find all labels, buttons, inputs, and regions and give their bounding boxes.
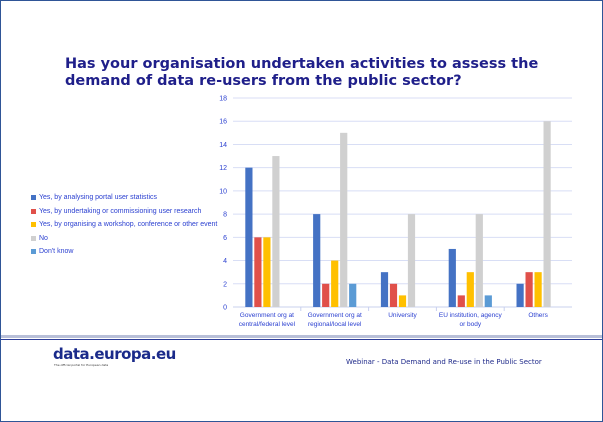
divider bbox=[1, 339, 602, 340]
category-label: Government org at bbox=[240, 312, 294, 319]
bar-2-3 bbox=[407, 214, 416, 307]
logo-tagline: The official portal for European data bbox=[54, 363, 109, 367]
bar-2-0 bbox=[380, 272, 389, 307]
bar-0-1 bbox=[254, 237, 262, 307]
category-label: regional/local level bbox=[308, 321, 362, 328]
legend-swatch bbox=[31, 195, 36, 201]
legend-label: Yes, by analysing portal user statistics bbox=[39, 194, 158, 202]
bar-1-3 bbox=[340, 132, 348, 307]
category-label: central/federal level bbox=[239, 321, 296, 328]
y-tick-label: 12 bbox=[219, 165, 227, 172]
y-tick-label: 4 bbox=[223, 258, 227, 265]
category-label: EU institution, agency bbox=[439, 312, 503, 319]
category-label: Government org at bbox=[308, 312, 362, 319]
y-tick-label: 16 bbox=[219, 119, 227, 126]
y-tick-label: 0 bbox=[223, 305, 227, 312]
bar-0-2 bbox=[263, 237, 271, 307]
bar-1-2 bbox=[331, 260, 339, 307]
bar-4-1 bbox=[525, 272, 533, 307]
y-tick-label: 2 bbox=[223, 281, 227, 288]
bar-4-3 bbox=[543, 121, 551, 307]
legend-label: Yes, by undertaking or commissioning use… bbox=[39, 207, 202, 215]
legend-swatch bbox=[31, 249, 36, 255]
y-tick-label: 6 bbox=[223, 235, 227, 242]
legend-item: Don't know bbox=[31, 245, 217, 259]
legend-label: Don't know bbox=[39, 248, 74, 256]
category-label: Others bbox=[528, 312, 548, 319]
legend-swatch bbox=[31, 235, 36, 241]
category-label: University bbox=[388, 312, 417, 319]
bar-2-2 bbox=[398, 295, 407, 307]
y-tick-label: 18 bbox=[219, 96, 227, 103]
legend-item: Yes, by organising a workshop, conferenc… bbox=[31, 218, 217, 232]
legend: Yes, by analysing portal user statistics… bbox=[31, 191, 217, 259]
legend-item: Yes, by undertaking or commissioning use… bbox=[31, 205, 217, 219]
y-tick-label: 10 bbox=[219, 188, 227, 195]
bar-3-1 bbox=[457, 295, 465, 307]
webinar-title: Webinar - Data Demand and Re-use in the … bbox=[346, 358, 542, 366]
bar-0-3 bbox=[272, 156, 280, 307]
chart-title: Has your organisation undertaken activit… bbox=[65, 56, 539, 89]
bar-3-4 bbox=[484, 295, 492, 307]
bar-1-0 bbox=[313, 214, 321, 307]
y-tick-label: 14 bbox=[219, 142, 227, 149]
bar-chart: 0 2 4 6 8 10 12 14 16 18 Government org at central/… bbox=[219, 96, 572, 328]
category-label: or body bbox=[459, 321, 481, 328]
bar-3-0 bbox=[448, 248, 456, 307]
legend-label: No bbox=[39, 234, 48, 242]
bar-4-2 bbox=[534, 272, 542, 307]
bar-3-3 bbox=[475, 214, 483, 307]
legend-swatch bbox=[31, 208, 36, 214]
legend-swatch bbox=[31, 222, 36, 228]
bar-3-2 bbox=[466, 272, 474, 307]
bar-1-1 bbox=[322, 283, 330, 307]
legend-item: No bbox=[31, 232, 217, 246]
logo: data.europa.eu bbox=[53, 345, 176, 363]
bar-4-0 bbox=[516, 283, 524, 307]
bar-0-0 bbox=[245, 167, 253, 307]
legend-label: Yes, by organising a workshop, conferenc… bbox=[39, 221, 218, 229]
bar-1-4 bbox=[349, 283, 357, 307]
y-tick-label: 8 bbox=[223, 212, 227, 219]
bar-2-1 bbox=[389, 283, 398, 307]
legend-item: Yes, by analysing portal user statistics bbox=[31, 191, 217, 205]
divider bbox=[1, 335, 602, 338]
